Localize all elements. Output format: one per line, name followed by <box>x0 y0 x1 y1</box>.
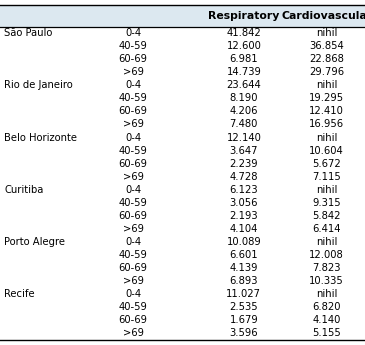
Text: nihil: nihil <box>316 185 337 195</box>
Text: 9.315: 9.315 <box>312 198 341 208</box>
Text: 12.008: 12.008 <box>309 250 344 260</box>
Text: Recife: Recife <box>4 289 35 299</box>
Text: nihil: nihil <box>316 132 337 142</box>
Text: 5.842: 5.842 <box>312 211 341 221</box>
Text: 0-4: 0-4 <box>125 28 141 38</box>
Text: 40-59: 40-59 <box>119 93 148 104</box>
Text: 6.123: 6.123 <box>230 185 258 195</box>
Text: nihil: nihil <box>316 289 337 299</box>
Text: 2.535: 2.535 <box>230 302 258 312</box>
Text: 12.600: 12.600 <box>226 41 261 51</box>
Text: 60-69: 60-69 <box>119 54 148 64</box>
Text: 8.190: 8.190 <box>230 93 258 104</box>
Text: São Paulo: São Paulo <box>4 28 53 38</box>
Text: 0-4: 0-4 <box>125 80 141 90</box>
Text: 40-59: 40-59 <box>119 250 148 260</box>
Text: 7.115: 7.115 <box>312 172 341 182</box>
Text: 2.193: 2.193 <box>230 211 258 221</box>
Text: >69: >69 <box>123 276 144 286</box>
Text: 5.672: 5.672 <box>312 159 341 169</box>
Text: 3.056: 3.056 <box>230 198 258 208</box>
Text: 7.823: 7.823 <box>312 263 341 273</box>
Text: 40-59: 40-59 <box>119 198 148 208</box>
Text: 16.956: 16.956 <box>309 119 344 129</box>
Text: 6.414: 6.414 <box>312 224 341 234</box>
Text: 60-69: 60-69 <box>119 315 148 325</box>
Text: 19.295: 19.295 <box>309 93 344 104</box>
Text: 10.089: 10.089 <box>226 237 261 247</box>
Text: Rio de Janeiro: Rio de Janeiro <box>4 80 73 90</box>
Text: 3.647: 3.647 <box>230 146 258 156</box>
Bar <box>0 5 365 27</box>
Text: 0-4: 0-4 <box>125 289 141 299</box>
Text: 7.480: 7.480 <box>230 119 258 129</box>
Text: 12.140: 12.140 <box>226 132 261 142</box>
Text: >69: >69 <box>123 328 144 338</box>
Text: 29.796: 29.796 <box>309 67 344 77</box>
Text: >69: >69 <box>123 224 144 234</box>
Text: nihil: nihil <box>316 28 337 38</box>
Text: 10.335: 10.335 <box>309 276 344 286</box>
Text: >69: >69 <box>123 172 144 182</box>
Text: 60-69: 60-69 <box>119 263 148 273</box>
Text: Belo Horizonte: Belo Horizonte <box>4 132 77 142</box>
Text: nihil: nihil <box>316 80 337 90</box>
Text: 60-69: 60-69 <box>119 159 148 169</box>
Text: 0-4: 0-4 <box>125 185 141 195</box>
Text: Porto Alegre: Porto Alegre <box>4 237 65 247</box>
Text: 40-59: 40-59 <box>119 146 148 156</box>
Text: Cardiovascular: Cardiovascular <box>281 11 365 21</box>
Text: 40-59: 40-59 <box>119 41 148 51</box>
Text: >69: >69 <box>123 119 144 129</box>
Text: 60-69: 60-69 <box>119 106 148 116</box>
Text: 1.679: 1.679 <box>230 315 258 325</box>
Text: >69: >69 <box>123 67 144 77</box>
Text: 11.027: 11.027 <box>226 289 261 299</box>
Text: Curitiba: Curitiba <box>4 185 44 195</box>
Text: 23.644: 23.644 <box>226 80 261 90</box>
Text: 6.601: 6.601 <box>230 250 258 260</box>
Text: 40-59: 40-59 <box>119 302 148 312</box>
Text: nihil: nihil <box>316 237 337 247</box>
Text: 0-4: 0-4 <box>125 132 141 142</box>
Text: Respiratory: Respiratory <box>208 11 280 21</box>
Text: 5.155: 5.155 <box>312 328 341 338</box>
Text: 22.868: 22.868 <box>309 54 344 64</box>
Text: 12.410: 12.410 <box>309 106 344 116</box>
Text: 4.206: 4.206 <box>230 106 258 116</box>
Text: 6.820: 6.820 <box>312 302 341 312</box>
Text: 0-4: 0-4 <box>125 237 141 247</box>
Text: 4.728: 4.728 <box>230 172 258 182</box>
Text: 2.239: 2.239 <box>230 159 258 169</box>
Text: 14.739: 14.739 <box>226 67 261 77</box>
Text: 4.139: 4.139 <box>230 263 258 273</box>
Text: 4.104: 4.104 <box>230 224 258 234</box>
Text: 4.140: 4.140 <box>312 315 341 325</box>
Text: 6.981: 6.981 <box>230 54 258 64</box>
Text: 41.842: 41.842 <box>226 28 261 38</box>
Text: 3.596: 3.596 <box>230 328 258 338</box>
Text: 10.604: 10.604 <box>309 146 344 156</box>
Text: 60-69: 60-69 <box>119 211 148 221</box>
Text: 6.893: 6.893 <box>230 276 258 286</box>
Text: 36.854: 36.854 <box>309 41 344 51</box>
